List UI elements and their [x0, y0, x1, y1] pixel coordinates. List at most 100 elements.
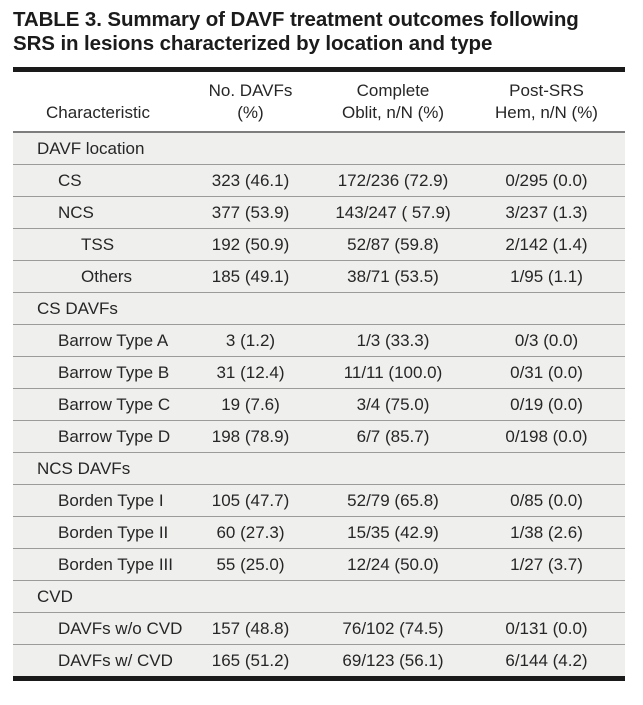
cell-post-srs-hem: 0/295 (0.0)	[468, 164, 625, 197]
cell-no-davfs: 323 (46.1)	[183, 164, 318, 197]
bottom-rule	[13, 676, 625, 681]
cell-complete-oblit	[318, 292, 468, 325]
row-label: NCS	[13, 196, 183, 229]
row-label: Borden Type II	[13, 516, 183, 549]
cell-no-davfs	[183, 580, 318, 613]
cell-post-srs-hem: 0/3 (0.0)	[468, 324, 625, 357]
table-row: TSS 192 (50.9) 52/87 (59.8) 2/142 (1.4)	[13, 228, 625, 261]
cell-no-davfs: 3 (1.2)	[183, 324, 318, 357]
row-label: Barrow Type B	[13, 356, 183, 389]
table-row: NCS DAVFs	[13, 452, 625, 485]
cell-complete-oblit: 1/3 (33.3)	[318, 324, 468, 357]
table-row: DAVFs w/o CVD 157 (48.8) 76/102 (74.5) 0…	[13, 612, 625, 645]
cell-complete-oblit: 52/87 (59.8)	[318, 228, 468, 261]
row-label: Barrow Type C	[13, 388, 183, 421]
row-label: Barrow Type D	[13, 420, 183, 453]
cell-post-srs-hem: 2/142 (1.4)	[468, 228, 625, 261]
cell-no-davfs: 198 (78.9)	[183, 420, 318, 453]
cell-complete-oblit: 52/79 (65.8)	[318, 484, 468, 517]
cell-post-srs-hem: 0/85 (0.0)	[468, 484, 625, 517]
cell-no-davfs: 60 (27.3)	[183, 516, 318, 549]
cell-post-srs-hem	[468, 452, 625, 485]
cell-no-davfs: 55 (25.0)	[183, 548, 318, 581]
column-header-line: Complete	[356, 81, 430, 100]
row-label: CS DAVFs	[13, 292, 183, 325]
cell-no-davfs: 19 (7.6)	[183, 388, 318, 421]
row-label: DAVFs w/o CVD	[13, 612, 183, 645]
cell-complete-oblit: 38/71 (53.5)	[318, 260, 468, 293]
cell-post-srs-hem: 6/144 (4.2)	[468, 644, 625, 676]
cell-post-srs-hem: 0/198 (0.0)	[468, 420, 625, 453]
table-row: Others 185 (49.1) 38/71 (53.5) 1/95 (1.1…	[13, 260, 625, 293]
cell-no-davfs: 192 (50.9)	[183, 228, 318, 261]
column-header-line: (%)	[237, 103, 264, 122]
cell-no-davfs	[183, 292, 318, 325]
table-row: Borden Type I 105 (47.7) 52/79 (65.8) 0/…	[13, 484, 625, 517]
row-label: CVD	[13, 580, 183, 613]
row-label: Barrow Type A	[13, 324, 183, 357]
cell-no-davfs	[183, 452, 318, 485]
cell-post-srs-hem	[468, 580, 625, 613]
table-row: Barrow Type A 3 (1.2) 1/3 (33.3) 0/3 (0.…	[13, 324, 625, 357]
table-row: DAVF location	[13, 132, 625, 165]
cell-post-srs-hem	[468, 132, 625, 165]
cell-post-srs-hem: 3/237 (1.3)	[468, 196, 625, 229]
cell-complete-oblit	[318, 452, 468, 485]
cell-complete-oblit	[318, 132, 468, 165]
cell-complete-oblit: 143/247 ( 57.9)	[318, 196, 468, 229]
cell-post-srs-hem: 0/19 (0.0)	[468, 388, 625, 421]
cell-no-davfs: 157 (48.8)	[183, 612, 318, 645]
table-body: DAVF location CS 323 (46.1) 172/236 (72.…	[13, 132, 625, 676]
cell-no-davfs: 185 (49.1)	[183, 260, 318, 293]
cell-no-davfs: 105 (47.7)	[183, 484, 318, 517]
column-header-line: Post-SRS	[509, 81, 584, 100]
cell-no-davfs: 31 (12.4)	[183, 356, 318, 389]
cell-complete-oblit: 11/11 (100.0)	[318, 356, 468, 389]
row-label: DAVFs w/ CVD	[13, 644, 183, 676]
column-header-line: Oblit, n/N (%)	[341, 103, 445, 122]
davf-outcomes-table: Characteristic No. DAVFs (%) Complete Ob…	[13, 72, 625, 676]
header-row: Characteristic No. DAVFs (%) Complete Ob…	[13, 72, 625, 133]
cell-post-srs-hem: 0/31 (0.0)	[468, 356, 625, 389]
cell-no-davfs	[183, 132, 318, 165]
column-header-line: Hem, n/N (%)	[495, 103, 598, 122]
cell-complete-oblit: 76/102 (74.5)	[318, 612, 468, 645]
column-header-characteristic: Characteristic	[13, 72, 183, 133]
table-header: Characteristic No. DAVFs (%) Complete Ob…	[13, 72, 625, 133]
cell-complete-oblit	[318, 580, 468, 613]
cell-no-davfs: 377 (53.9)	[183, 196, 318, 229]
row-label: DAVF location	[13, 132, 183, 165]
paper-table-figure: TABLE 3. Summary of DAVF treatment outco…	[13, 8, 625, 681]
column-header-complete-oblit: Complete Oblit, n/N (%)	[318, 72, 468, 133]
cell-no-davfs: 165 (51.2)	[183, 644, 318, 676]
table-row: CS 323 (46.1) 172/236 (72.9) 0/295 (0.0)	[13, 164, 625, 197]
cell-post-srs-hem	[468, 292, 625, 325]
cell-complete-oblit: 69/123 (56.1)	[318, 644, 468, 676]
cell-post-srs-hem: 1/27 (3.7)	[468, 548, 625, 581]
table-row: Barrow Type B 31 (12.4) 11/11 (100.0) 0/…	[13, 356, 625, 389]
cell-post-srs-hem: 1/38 (2.6)	[468, 516, 625, 549]
cell-complete-oblit: 12/24 (50.0)	[318, 548, 468, 581]
table-title: TABLE 3. Summary of DAVF treatment outco…	[13, 8, 579, 55]
row-label: NCS DAVFs	[13, 452, 183, 485]
table-row: Barrow Type D 198 (78.9) 6/7 (85.7) 0/19…	[13, 420, 625, 453]
table-row: Barrow Type C 19 (7.6) 3/4 (75.0) 0/19 (…	[13, 388, 625, 421]
cell-complete-oblit: 172/236 (72.9)	[318, 164, 468, 197]
row-label: Others	[13, 260, 183, 293]
cell-post-srs-hem: 0/131 (0.0)	[468, 612, 625, 645]
table-row: CVD	[13, 580, 625, 613]
table-row: Borden Type II 60 (27.3) 15/35 (42.9) 1/…	[13, 516, 625, 549]
cell-post-srs-hem: 1/95 (1.1)	[468, 260, 625, 293]
table-row: NCS 377 (53.9) 143/247 ( 57.9) 3/237 (1.…	[13, 196, 625, 229]
column-header-no-davfs: No. DAVFs (%)	[183, 72, 318, 133]
cell-complete-oblit: 15/35 (42.9)	[318, 516, 468, 549]
table-row: CS DAVFs	[13, 292, 625, 325]
top-rule	[13, 67, 625, 72]
row-label: TSS	[13, 228, 183, 261]
column-header-line: Characteristic	[46, 103, 150, 122]
table-row: DAVFs w/ CVD 165 (51.2) 69/123 (56.1) 6/…	[13, 644, 625, 676]
row-label: Borden Type III	[13, 548, 183, 581]
column-header-line: No. DAVFs	[208, 81, 293, 100]
cell-complete-oblit: 6/7 (85.7)	[318, 420, 468, 453]
row-label: Borden Type I	[13, 484, 183, 517]
